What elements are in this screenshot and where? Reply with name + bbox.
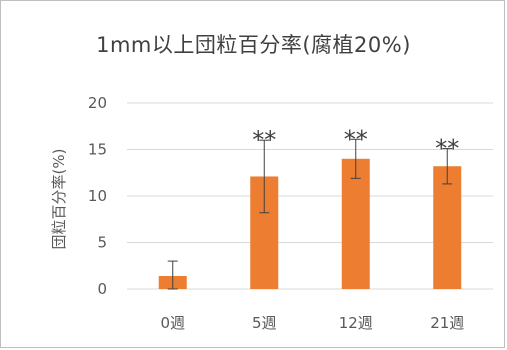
y-tick-label: 20 [88,94,107,112]
significance-mark: ** [252,126,276,154]
x-tick-label: 0週 [160,314,185,332]
y-tick-label: 15 [88,141,107,159]
y-tick-label: 0 [97,280,107,298]
x-tick-label: 21週 [430,314,464,332]
significance-mark: ** [435,135,459,163]
y-tick-label: 10 [88,187,107,205]
x-tick-label: 5週 [252,314,277,332]
significance-mark: ** [344,125,368,153]
bar-2 [341,158,370,289]
y-tick-label: 5 [97,234,107,252]
chart-title: 1mm以上団粒百分率(腐植20%) [96,33,411,57]
bar-3 [433,166,462,289]
x-tick-label: 12週 [339,314,373,332]
